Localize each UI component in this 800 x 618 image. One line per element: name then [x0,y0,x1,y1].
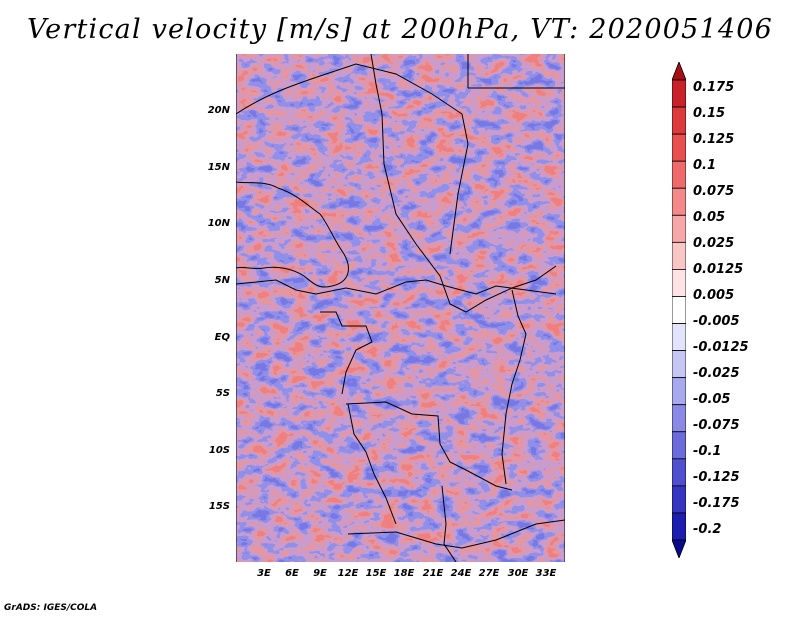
colorbar-cell [672,431,686,460]
lon-label-27e: 27E [478,568,500,579]
lon-label-3e: 3E [257,568,271,579]
colorbar-label-4: 0.075 [693,184,735,199]
lon-label-18e: 18E [393,568,415,579]
colorbar-cell [672,296,686,324]
lon-label-6e: 6E [285,568,299,579]
colorbar-cell [672,214,686,243]
colorbar-label-15: -0.125 [693,470,740,485]
lon-label-24e: 24E [450,568,472,579]
lat-label-5n: 5N [214,275,230,286]
colorbar-label-3: 0.1 [693,158,717,173]
colorbar-cell-top [672,62,686,81]
colorbar-label-8: 0.005 [693,288,735,303]
colorbar-cell [672,350,686,379]
colorbar-cell [672,160,686,189]
vertical-velocity-map [236,54,565,562]
lon-label-15e: 15E [365,568,387,579]
colorbar-cell [672,485,686,514]
country-borders [236,54,565,562]
lon-label-12e: 12E [337,568,359,579]
colorbar-label-6: 0.025 [693,236,735,251]
colorbar-cell [672,512,686,541]
colorbar-label-2: 0.125 [693,132,735,147]
colorbar-cell [672,323,686,351]
colorbar-cell [672,377,686,406]
lat-label-eq: EQ [214,332,230,343]
lat-label-5s: 5S [215,388,230,399]
colorbar-cell [672,241,686,270]
colorbar-label-12: -0.05 [693,392,731,407]
colorbar-label-9: -0.005 [693,314,740,329]
lat-label-10s: 10S [208,445,230,456]
colorbar-label-11: -0.025 [693,366,740,381]
colorbar-label-17: -0.2 [693,522,722,537]
colorbar-label-0: 0.175 [693,80,735,95]
colorbar-cell [672,187,686,216]
lon-label-30e: 30E [507,568,529,579]
lon-label-9e: 9E [313,568,327,579]
colorbar-cell [672,106,686,135]
lat-label-15s: 15S [208,501,230,512]
grads-footer: GrADS: IGES/COLA [4,603,98,613]
colorbar-cell [672,404,686,433]
colorbar-label-10: -0.0125 [693,340,749,355]
lat-label-10n: 10N [207,218,230,229]
colorbar-cell [672,458,686,487]
colorbar-label-5: 0.05 [693,210,726,225]
velocity-field [236,54,565,562]
colorbar-label-16: -0.175 [693,496,740,511]
colorbar-label-13: -0.075 [693,418,740,433]
colorbar-cell-bottom [672,539,686,558]
lon-label-33e: 33E [535,568,557,579]
colorbar-cell [672,79,686,108]
chart-title: Vertical velocity [m/s] at 200hPa, VT: 2… [26,14,774,45]
colorbar-label-14: -0.1 [693,444,722,459]
colorbar [672,62,686,558]
colorbar-label-7: 0.0125 [693,262,744,277]
lat-label-15n: 15N [207,162,230,173]
lon-label-21e: 21E [422,568,444,579]
colorbar-label-1: 0.15 [693,106,726,121]
colorbar-cell [672,269,686,297]
colorbar-cell [672,133,686,162]
lat-label-20n: 20N [207,105,230,116]
